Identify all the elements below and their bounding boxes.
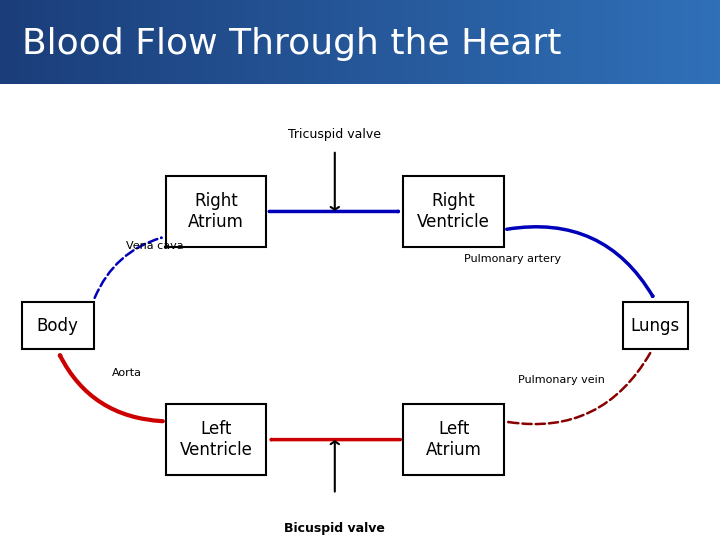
Text: Bicuspid valve: Bicuspid valve: [284, 522, 385, 535]
Text: Body: Body: [37, 316, 78, 335]
FancyArrowPatch shape: [60, 355, 163, 421]
Text: Tricuspid valve: Tricuspid valve: [288, 128, 382, 141]
Text: Right
Ventricle: Right Ventricle: [417, 192, 490, 231]
FancyArrowPatch shape: [507, 227, 653, 296]
Text: Aorta: Aorta: [112, 368, 142, 379]
Text: Right
Atrium: Right Atrium: [188, 192, 244, 231]
FancyBboxPatch shape: [166, 176, 266, 247]
FancyArrowPatch shape: [94, 238, 161, 298]
FancyBboxPatch shape: [22, 301, 94, 349]
FancyArrowPatch shape: [508, 353, 650, 424]
Text: Pulmonary artery: Pulmonary artery: [464, 254, 562, 265]
Text: Vena cava: Vena cava: [126, 241, 184, 251]
FancyBboxPatch shape: [403, 176, 504, 247]
Text: Left
Ventricle: Left Ventricle: [179, 420, 253, 459]
Text: Lungs: Lungs: [631, 316, 680, 335]
FancyBboxPatch shape: [403, 404, 504, 475]
FancyBboxPatch shape: [623, 301, 688, 349]
Text: Left
Atrium: Left Atrium: [426, 420, 482, 459]
FancyBboxPatch shape: [166, 404, 266, 475]
Text: Blood Flow Through the Heart: Blood Flow Through the Heart: [22, 26, 561, 60]
Text: Pulmonary vein: Pulmonary vein: [518, 375, 606, 386]
